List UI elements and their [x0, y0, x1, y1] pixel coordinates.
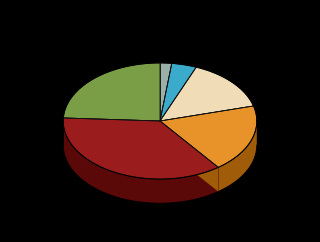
Polygon shape: [218, 120, 257, 192]
Polygon shape: [160, 67, 253, 121]
Polygon shape: [155, 63, 172, 121]
Polygon shape: [160, 106, 257, 167]
Polygon shape: [160, 121, 218, 192]
Polygon shape: [63, 120, 218, 203]
Polygon shape: [160, 121, 218, 192]
Polygon shape: [63, 118, 218, 179]
Polygon shape: [160, 63, 196, 121]
Polygon shape: [63, 63, 160, 121]
